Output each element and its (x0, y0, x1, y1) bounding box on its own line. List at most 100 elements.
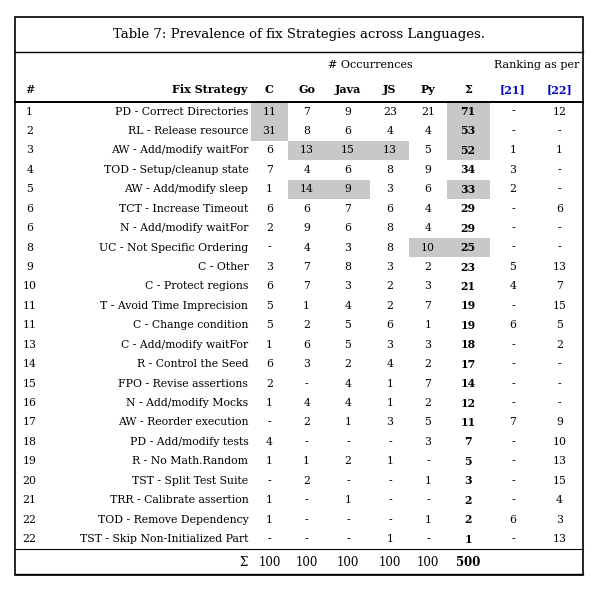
Text: 23: 23 (461, 262, 476, 272)
Text: -: - (426, 456, 430, 466)
Text: 15: 15 (23, 379, 36, 388)
Text: 22: 22 (23, 534, 37, 544)
Text: 6: 6 (386, 320, 393, 330)
Text: 6: 6 (510, 514, 516, 525)
Text: 33: 33 (461, 184, 476, 195)
Text: 1: 1 (266, 456, 273, 466)
Text: 2: 2 (344, 456, 352, 466)
Text: 3: 3 (344, 281, 352, 291)
Bar (447, 179, 489, 199)
Text: C - Add/modify waitFor: C - Add/modify waitFor (121, 340, 249, 350)
Text: 4: 4 (344, 398, 352, 408)
Text: 5: 5 (556, 320, 563, 330)
Text: T - Avoid Time Imprecision: T - Avoid Time Imprecision (100, 301, 249, 311)
Text: N - Add/modify waitFor: N - Add/modify waitFor (120, 223, 249, 233)
Bar (447, 102, 489, 121)
Text: 9: 9 (303, 223, 310, 233)
Text: 1: 1 (266, 398, 273, 408)
Text: 2: 2 (510, 184, 516, 194)
Text: 6: 6 (26, 204, 33, 214)
Text: 6: 6 (344, 126, 352, 136)
Bar (447, 121, 489, 141)
Text: 7: 7 (556, 281, 563, 291)
Text: 10: 10 (552, 437, 567, 447)
Text: JS: JS (383, 84, 396, 95)
Text: -: - (511, 495, 515, 505)
Text: TST - Split Test Suite: TST - Split Test Suite (132, 476, 249, 486)
Text: -: - (388, 437, 392, 447)
Text: 4: 4 (386, 126, 393, 136)
Text: FPO - Revise assertions: FPO - Revise assertions (119, 379, 249, 388)
Text: 1: 1 (386, 534, 393, 544)
Text: 4: 4 (26, 165, 33, 175)
Text: 6: 6 (424, 184, 432, 194)
Text: TRR - Calibrate assertion: TRR - Calibrate assertion (110, 495, 249, 505)
Text: 9: 9 (424, 165, 432, 175)
Text: -: - (558, 223, 561, 233)
Text: 29: 29 (461, 203, 476, 214)
Text: 6: 6 (386, 204, 393, 214)
Text: 1: 1 (266, 514, 273, 525)
Text: TCT - Increase Timeout: TCT - Increase Timeout (119, 204, 249, 214)
Text: Fix Strategy: Fix Strategy (172, 84, 248, 95)
Text: 21: 21 (461, 281, 476, 292)
Text: 6: 6 (510, 320, 516, 330)
Text: R - No Math.Random: R - No Math.Random (132, 456, 249, 466)
Text: 10: 10 (421, 243, 435, 253)
Text: 6: 6 (344, 223, 352, 233)
Text: 4: 4 (303, 165, 310, 175)
Text: 5: 5 (266, 301, 273, 311)
Text: PD - Correct Directories: PD - Correct Directories (115, 107, 249, 117)
Text: 4: 4 (344, 301, 352, 311)
Text: 8: 8 (386, 243, 393, 253)
Text: -: - (511, 476, 515, 486)
Text: -: - (511, 126, 515, 136)
Text: -: - (346, 437, 350, 447)
Text: -: - (511, 204, 515, 214)
Text: 8: 8 (386, 165, 393, 175)
Text: TOD - Setup/cleanup state: TOD - Setup/cleanup state (104, 165, 249, 175)
Text: -: - (305, 379, 309, 388)
Text: 13: 13 (552, 456, 567, 466)
Text: 1: 1 (344, 495, 352, 505)
Text: 6: 6 (344, 165, 352, 175)
Text: -: - (511, 223, 515, 233)
Text: -: - (346, 534, 350, 544)
Text: AW - Reorder execution: AW - Reorder execution (118, 417, 249, 427)
Text: 11: 11 (23, 301, 37, 311)
Text: 14: 14 (23, 359, 36, 369)
Text: -: - (511, 437, 515, 447)
Text: 4: 4 (266, 437, 273, 447)
Text: 7: 7 (424, 379, 432, 388)
Text: 10: 10 (23, 281, 37, 291)
Text: AW - Add/modify waitFor: AW - Add/modify waitFor (111, 146, 249, 156)
Text: 8: 8 (303, 126, 310, 136)
Text: 2: 2 (424, 262, 432, 272)
Text: 4: 4 (344, 379, 352, 388)
Text: 15: 15 (552, 476, 566, 486)
Text: 20: 20 (23, 476, 37, 486)
Text: [22]: [22] (547, 84, 572, 95)
Text: Ranking as per: Ranking as per (493, 60, 579, 69)
Text: 6: 6 (266, 146, 273, 156)
Text: 13: 13 (552, 534, 567, 544)
Text: -: - (511, 340, 515, 350)
Text: 16: 16 (23, 398, 37, 408)
Text: 5: 5 (424, 417, 432, 427)
Text: -: - (511, 301, 515, 311)
Text: 100: 100 (337, 556, 359, 568)
Text: 8: 8 (386, 223, 393, 233)
Text: -: - (511, 379, 515, 388)
Text: 22: 22 (23, 514, 37, 525)
Text: -: - (305, 514, 309, 525)
Text: 2: 2 (386, 301, 393, 311)
Text: [21]: [21] (500, 84, 526, 95)
Text: C: C (265, 84, 274, 95)
Text: 1: 1 (424, 320, 432, 330)
Text: 5: 5 (344, 320, 352, 330)
Text: Java: Java (335, 84, 361, 95)
Text: 13: 13 (23, 340, 37, 350)
Text: -: - (511, 456, 515, 466)
Text: 5: 5 (424, 146, 432, 156)
Text: UC - Not Specific Ordering: UC - Not Specific Ordering (99, 243, 249, 253)
